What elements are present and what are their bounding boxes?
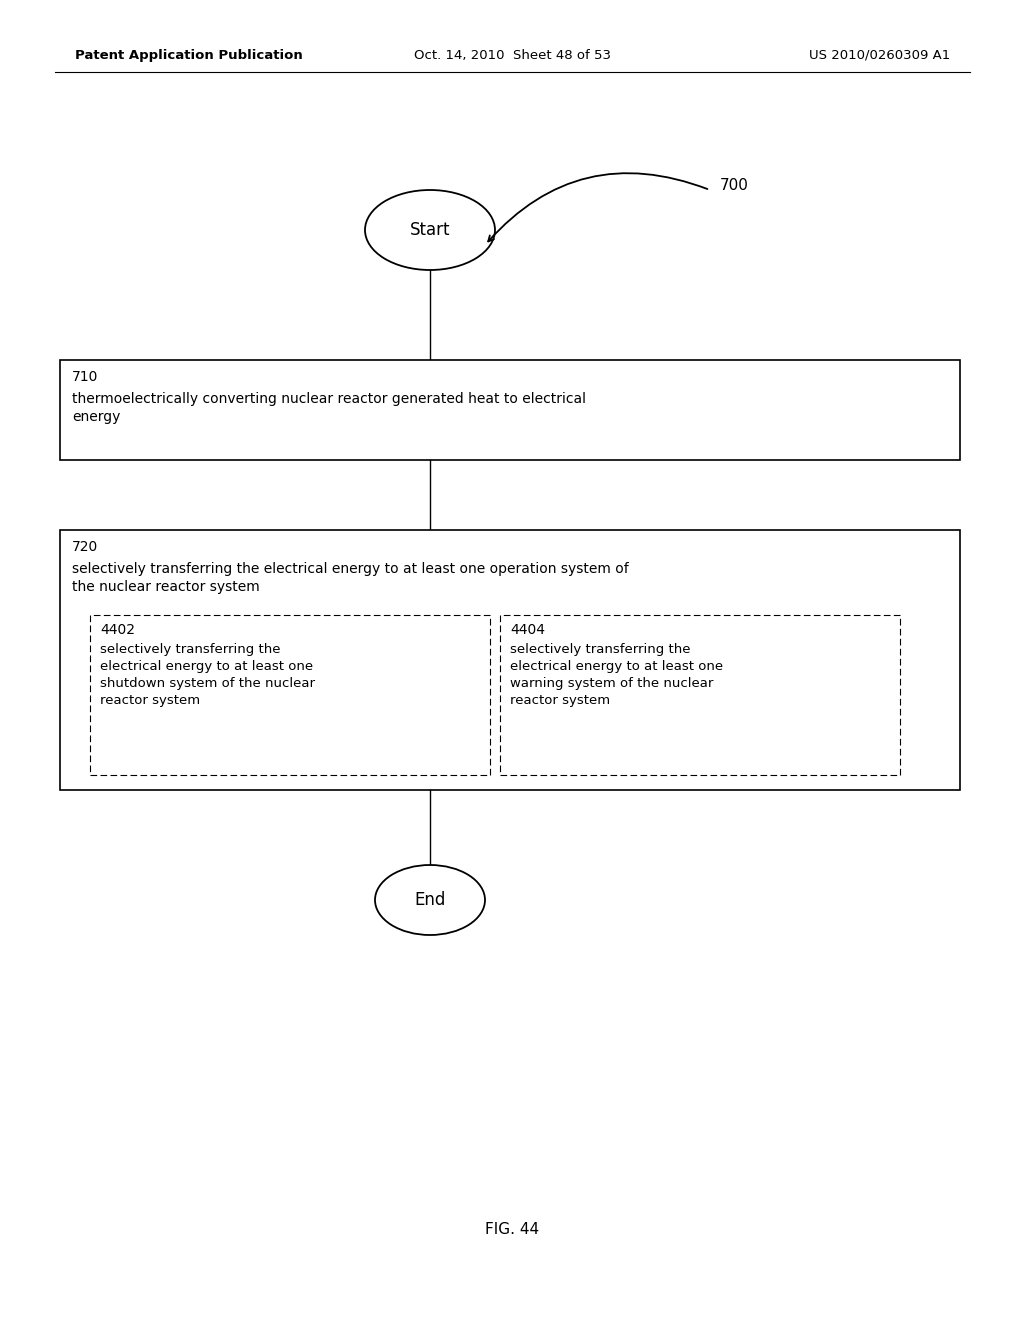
Text: US 2010/0260309 A1: US 2010/0260309 A1 (809, 49, 950, 62)
Text: 4402: 4402 (100, 623, 135, 638)
Ellipse shape (365, 190, 495, 271)
Text: 710: 710 (72, 370, 98, 384)
Ellipse shape (375, 865, 485, 935)
Text: Patent Application Publication: Patent Application Publication (75, 49, 303, 62)
Bar (60, 531, 961, 789)
Text: selectively transferring the electrical energy to at least one operation system : selectively transferring the electrical … (72, 562, 629, 594)
Text: Oct. 14, 2010  Sheet 48 of 53: Oct. 14, 2010 Sheet 48 of 53 (414, 49, 610, 62)
Text: Start: Start (410, 220, 451, 239)
Text: FIG. 44: FIG. 44 (485, 1222, 539, 1238)
Bar (60, 360, 961, 459)
Bar (90, 615, 490, 775)
Text: thermoelectrically converting nuclear reactor generated heat to electrical
energ: thermoelectrically converting nuclear re… (72, 392, 586, 425)
Text: 4404: 4404 (510, 623, 545, 638)
Text: 720: 720 (72, 540, 98, 554)
Text: End: End (415, 891, 445, 909)
Text: selectively transferring the
electrical energy to at least one
warning system of: selectively transferring the electrical … (510, 643, 723, 708)
Text: selectively transferring the
electrical energy to at least one
shutdown system o: selectively transferring the electrical … (100, 643, 315, 708)
Bar (500, 615, 900, 775)
Text: 700: 700 (720, 177, 749, 193)
